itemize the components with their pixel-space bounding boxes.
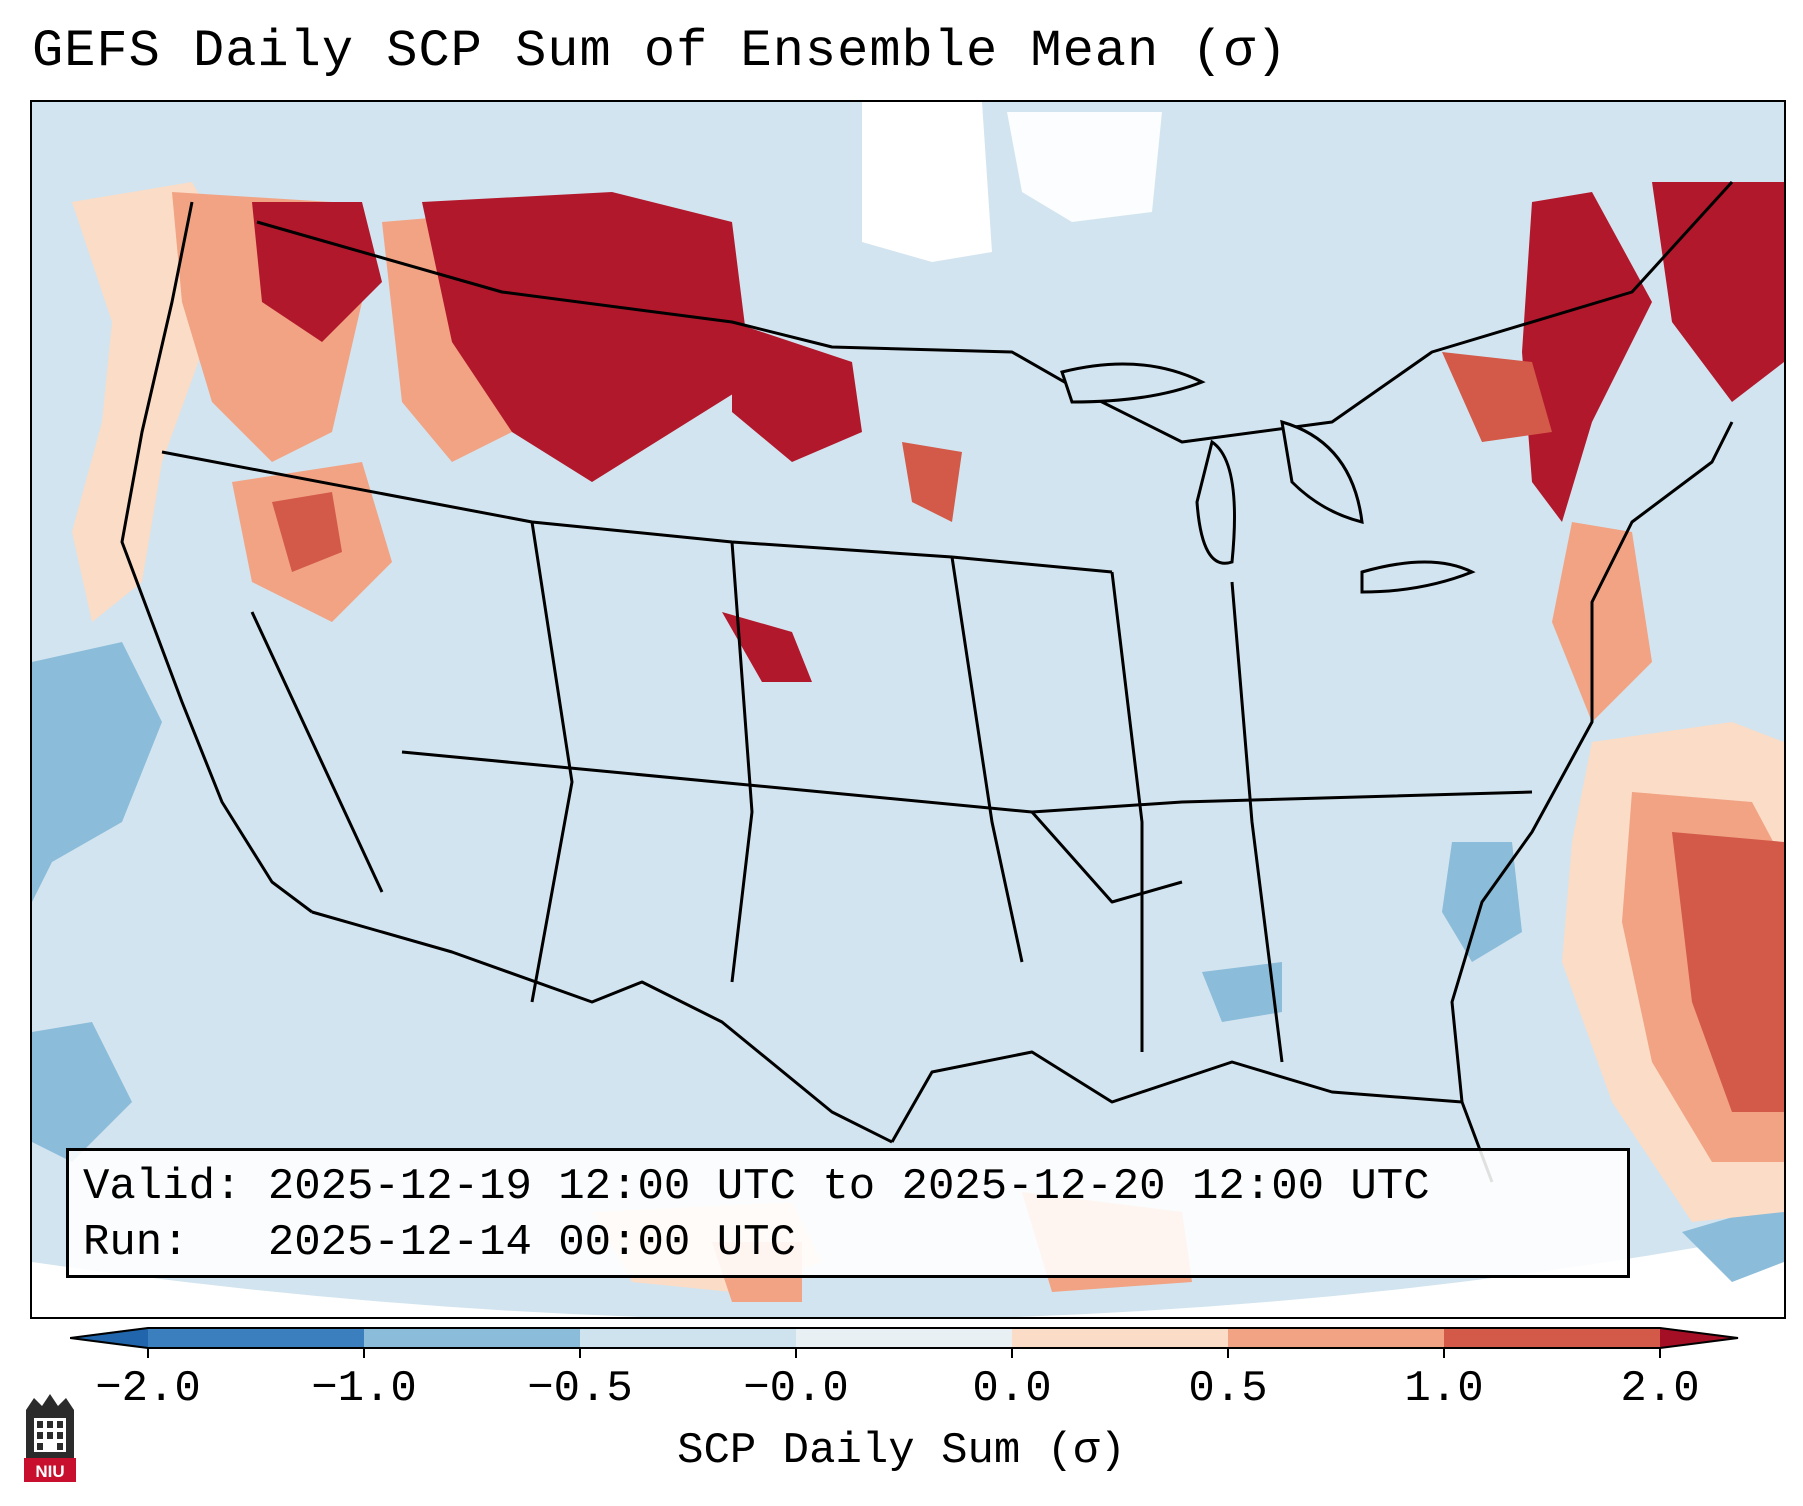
colorbar-tick-label: 0.5 [1188,1364,1268,1414]
strong-anomaly-northern-rockies [422,192,752,482]
strong-anomaly-northeast [1522,192,1652,522]
colorbar-segment [1012,1328,1228,1348]
colorbar-segment [1228,1328,1444,1348]
great-lakes [1060,362,1476,594]
map-panel [30,100,1786,1319]
colorbar-segment [1444,1328,1660,1348]
valid-time-text: Valid: 2025-12-19 12:00 UTC to 2025-12-2… [83,1162,1430,1212]
chart-title: GEFS Daily SCP Sum of Ensemble Mean (σ) [32,22,1288,81]
colorbar-segment [796,1328,1012,1348]
colorbar-tick-label: −0.5 [527,1364,633,1414]
colorbar-over-extend [1660,1328,1738,1348]
colorbar-tick-label: 2.0 [1620,1364,1700,1414]
negative-anomaly-pacific [32,642,162,902]
svg-text:NIU: NIU [35,1462,64,1481]
colorbar-label: SCP Daily Sum (σ) [677,1426,1126,1476]
colorbar-tick-label: 0.0 [972,1364,1052,1414]
colorbar [70,1327,1739,1358]
colorbar-tick-label: 1.0 [1404,1364,1484,1414]
colorbar-tick-label: −1.0 [311,1364,417,1414]
colorbar-segment [580,1328,796,1348]
run-time-text: Run: 2025-12-14 00:00 UTC [83,1218,796,1268]
colorbar-tick-label: −0.0 [743,1364,849,1414]
colorbar-segment [148,1328,364,1348]
colorbar-under-extend [70,1328,148,1348]
info-box: Valid: 2025-12-19 12:00 UTC to 2025-12-2… [66,1148,1630,1278]
no-data-region [862,102,992,262]
colorbar-segment [364,1328,580,1348]
niu-logo: NIU [24,1394,76,1482]
anomaly-map [32,102,1784,1317]
colorbar-tick-label: −2.0 [95,1364,201,1414]
